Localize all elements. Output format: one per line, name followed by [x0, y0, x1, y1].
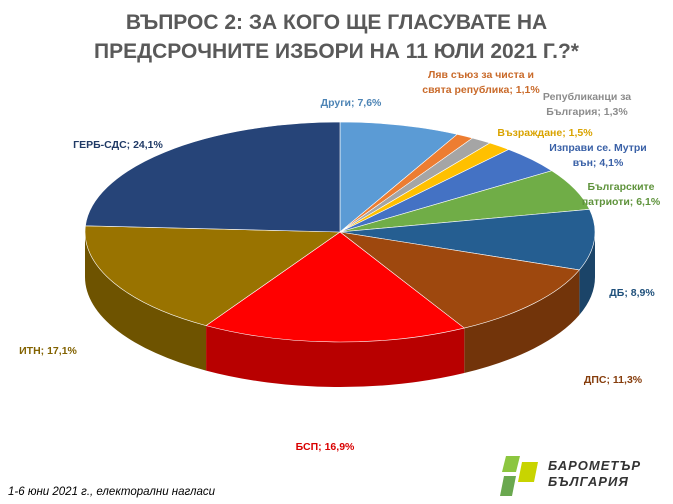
tops: [84, 121, 596, 343]
slice: [84, 225, 341, 326]
slice: [339, 209, 596, 271]
slice: [339, 121, 458, 233]
value-label: 1,5%: [568, 127, 593, 139]
value-label: 16,9%: [324, 441, 355, 453]
label-separator: ;: [629, 196, 637, 208]
value-label: 11,3%: [612, 374, 643, 386]
value-label: 6,1%: [636, 196, 661, 208]
label-separator: ;: [351, 97, 358, 109]
slice: [205, 231, 465, 343]
slice: [85, 121, 341, 233]
category-name: Изправи се. Мутри вън: [549, 142, 647, 169]
data-label: Българските патриоти; 6,1%: [576, 180, 666, 210]
logo: БАРОМЕТЪР БЪЛГАРИЯ: [548, 458, 641, 490]
label-separator: ;: [562, 127, 569, 139]
data-label: Възраждане; 1,5%: [485, 126, 605, 141]
category-name: БСП: [295, 441, 319, 453]
slice: [339, 231, 580, 329]
label-separator: ;: [126, 139, 134, 151]
data-label: ИТН; 17,1%: [3, 344, 93, 359]
label-separator: ;: [624, 287, 631, 299]
category-name: Възраждане: [497, 127, 563, 139]
footnote: 1-6 юни 2021 г., електорални нагласи: [8, 486, 216, 498]
data-label: ДБ; 8,9%: [597, 286, 667, 301]
category-name: ДПС: [583, 374, 607, 386]
category-name: ГЕРБ-СДС: [73, 139, 127, 151]
value-label: 1,1%: [515, 84, 540, 96]
logo-icon: [500, 456, 538, 496]
logo-line: БАРОМЕТЪР: [548, 458, 642, 473]
category-name: ИТН: [19, 345, 41, 357]
label-separator: ;: [606, 374, 613, 386]
value-label: 17,1%: [47, 345, 77, 357]
logo-line: БЪЛГАРИЯ: [548, 474, 629, 489]
chart-title: ВЪПРОС 2: ЗА КОГО ЩЕ ГЛАСУВАТЕ НА ПРЕДСР…: [94, 11, 579, 63]
value-label: 8,9%: [630, 287, 655, 299]
slice-side: [464, 269, 580, 374]
label-separator: ;: [40, 345, 48, 357]
value-label: 7,6%: [357, 97, 382, 109]
slice-side: [206, 325, 465, 387]
data-label: Ляв съюз за чиста и свята република; 1,1…: [421, 68, 541, 98]
data-label: БСП; 16,9%: [275, 440, 375, 455]
slice-side: [85, 232, 207, 371]
label-separator: ;: [318, 441, 325, 453]
label-separator: ;: [597, 106, 604, 118]
data-label: Републиканци за България; 1,3%: [537, 90, 637, 120]
label-separator: ;: [592, 157, 600, 169]
category-name: ДБ: [609, 287, 625, 299]
data-label: ДПС; 11,3%: [568, 373, 658, 388]
category-name: Други: [320, 97, 352, 109]
category-name: Българските патриоти: [581, 181, 655, 208]
data-label: ГЕРБ-СДС; 24,1%: [53, 138, 183, 153]
side-walls: [85, 232, 595, 387]
data-label: Изправи се. Мутри вън; 4,1%: [543, 141, 653, 171]
data-label: Други; 7,6%: [306, 96, 396, 111]
label-separator: ;: [509, 84, 516, 96]
value-label: 24,1%: [133, 139, 163, 151]
category-name: Републиканци за България: [542, 91, 632, 118]
slice-side: [579, 232, 595, 315]
category-name: Ляв съюз за чиста и свята република: [422, 69, 534, 96]
value-label: 4,1%: [599, 157, 624, 169]
value-label: 1,3%: [603, 106, 628, 118]
